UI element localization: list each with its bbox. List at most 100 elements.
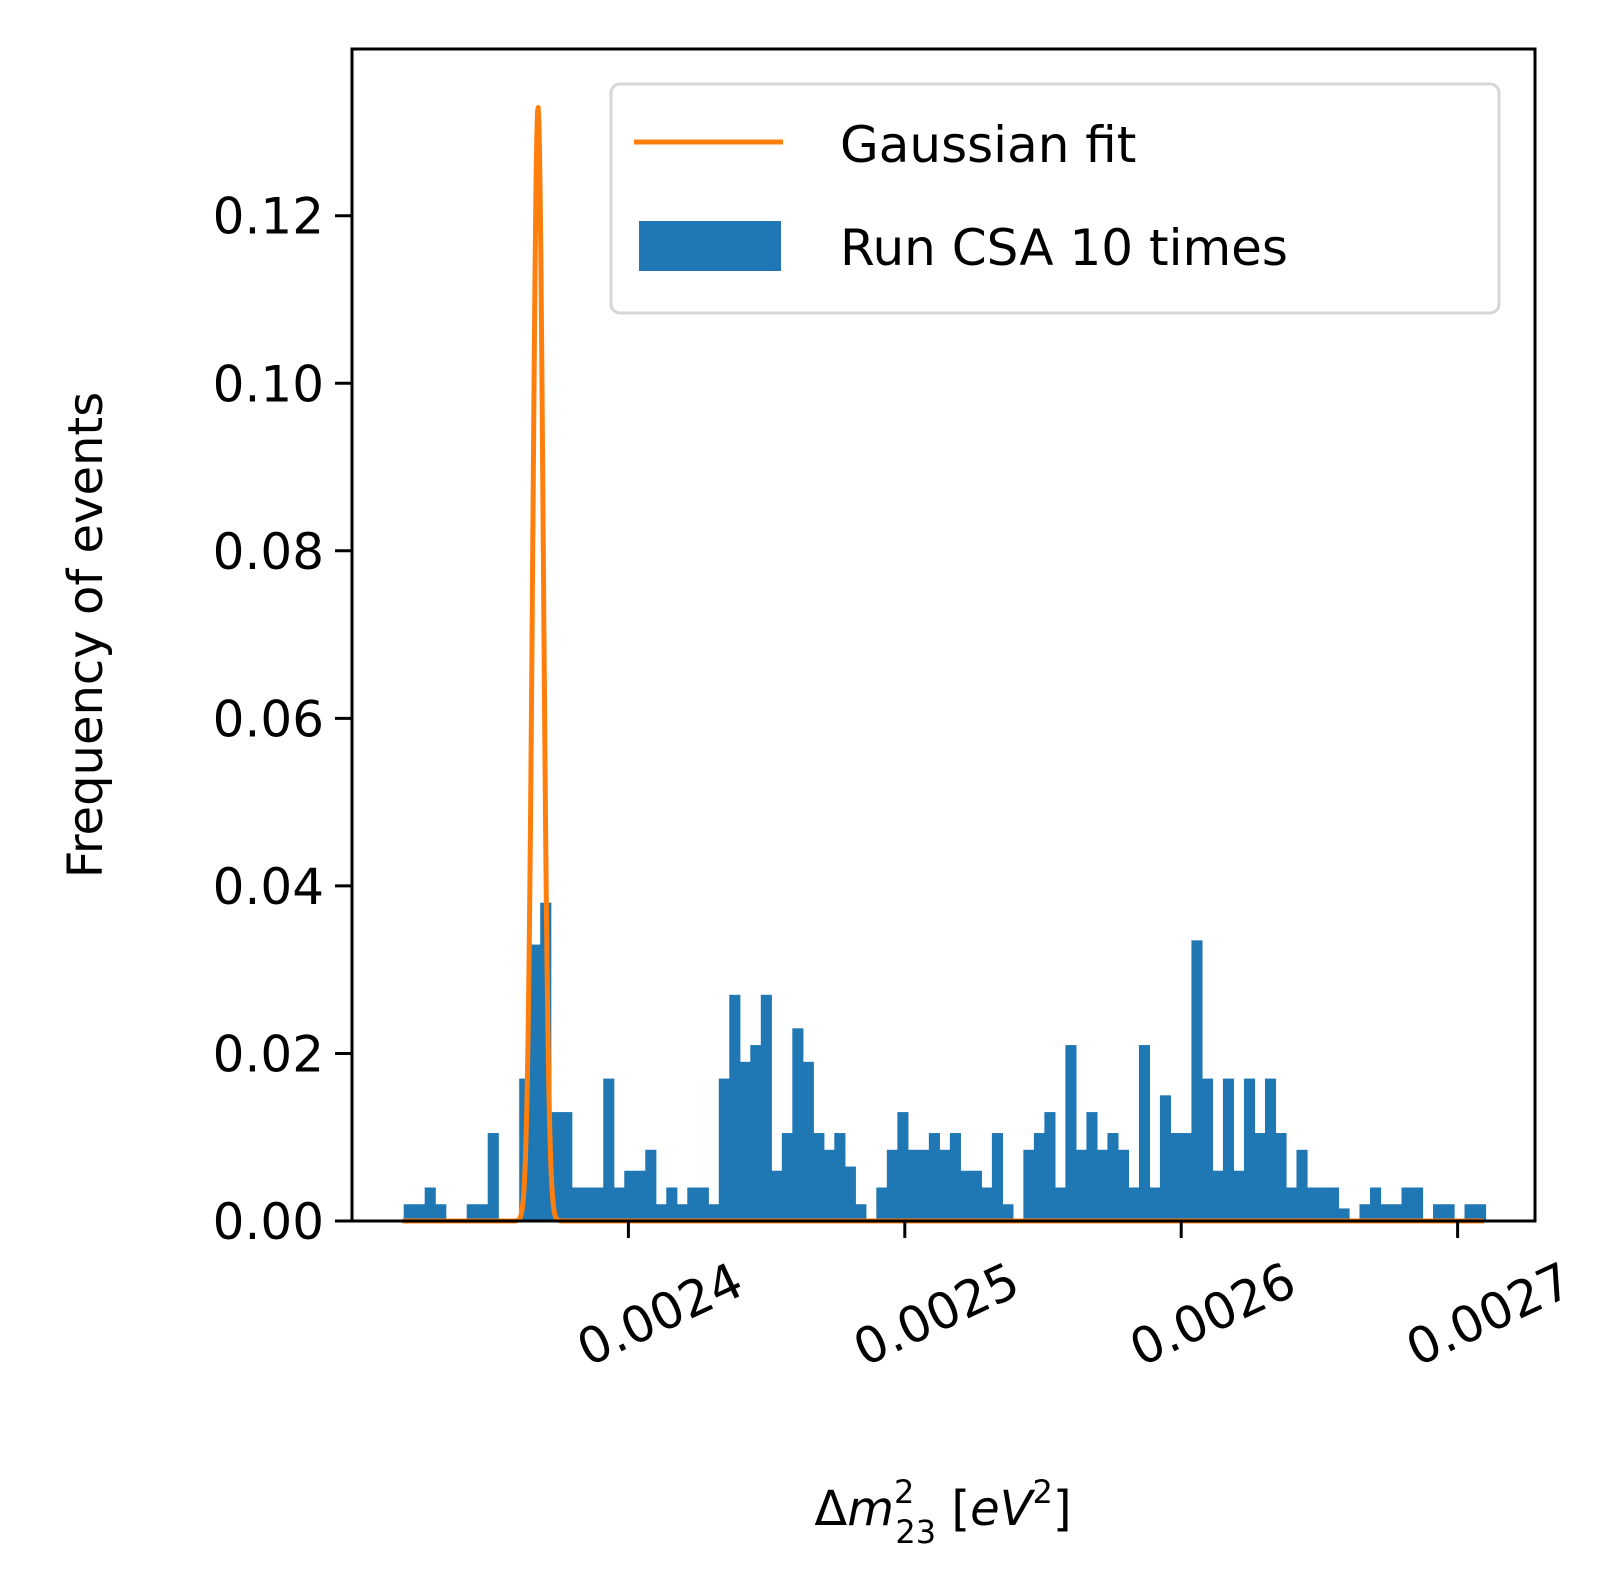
histogram-bar	[844, 1166, 856, 1221]
histogram-bar	[1306, 1187, 1319, 1221]
histogram-bar	[1170, 1133, 1182, 1221]
histogram-bar	[466, 1204, 478, 1221]
histogram-bar	[1412, 1187, 1424, 1221]
histogram-bar	[813, 1133, 825, 1221]
x-tick-label: 0.0024	[568, 1251, 751, 1378]
histogram-bar	[655, 1204, 667, 1221]
histogram-bar	[949, 1133, 961, 1221]
histogram-bar	[1401, 1187, 1413, 1221]
histogram-bar	[561, 1112, 573, 1221]
histogram-bar	[823, 1149, 835, 1221]
legend-fit-label: Gaussian fit	[840, 116, 1136, 174]
plot-frame	[350, 47, 1537, 1223]
histogram-bar	[918, 1149, 930, 1221]
x-tick-label: 0.0027	[1398, 1251, 1581, 1378]
histogram-bar	[729, 994, 741, 1221]
histogram-bar	[634, 1170, 646, 1221]
histogram-bar	[750, 1045, 762, 1221]
histogram-bar	[603, 1078, 615, 1221]
y-tick-label: 0.06	[213, 690, 324, 748]
histogram-bar	[1243, 1078, 1256, 1221]
histogram-bar	[645, 1149, 657, 1221]
histogram-bar	[1369, 1187, 1382, 1221]
histogram-bar	[666, 1187, 678, 1221]
x-axis-label: Δm2 23 [eV2]	[814, 1473, 1071, 1551]
histogram-bar	[960, 1170, 972, 1221]
histogram-bar	[592, 1187, 604, 1221]
histogram-bar	[676, 1204, 688, 1221]
histogram-bar	[697, 1187, 709, 1221]
histogram-bar	[970, 1170, 982, 1221]
y-tick-label: 0.04	[213, 858, 324, 916]
histogram-bar	[613, 1187, 625, 1221]
histogram-bar	[1002, 1204, 1014, 1221]
histogram-bar	[1443, 1204, 1455, 1221]
histogram-bar	[834, 1133, 846, 1221]
histogram-bar	[1327, 1187, 1340, 1221]
histogram-bar	[1201, 1078, 1214, 1221]
y-tick-label: 0.10	[213, 355, 324, 413]
histogram-bar	[939, 1149, 951, 1221]
legend-histogram-swatch	[639, 221, 781, 271]
histogram-bars	[403, 902, 1487, 1221]
legend-box	[609, 82, 1501, 315]
histogram-bar	[792, 1028, 804, 1221]
histogram-bar	[718, 1078, 730, 1221]
y-tick-label: 0.12	[213, 188, 324, 246]
histogram-bar	[435, 1204, 447, 1221]
histogram-bar	[760, 994, 772, 1221]
y-axis-label: Frequency of events	[58, 392, 114, 878]
legend-histogram-label: Run CSA 10 times	[840, 219, 1288, 277]
y-tick-label: 0.02	[213, 1025, 324, 1083]
histogram-bar	[1233, 1170, 1245, 1221]
histogram-bar	[739, 1061, 751, 1221]
histogram-bar	[1096, 1149, 1108, 1221]
histogram-bar	[1359, 1204, 1371, 1221]
histogram-bar	[771, 1170, 783, 1221]
histogram-bar	[1159, 1095, 1172, 1221]
histogram-bar	[1138, 1045, 1151, 1221]
histogram-bar	[1212, 1170, 1224, 1221]
histogram-bar	[886, 1149, 898, 1221]
histogram-bar	[487, 1133, 499, 1221]
histogram-bar	[1380, 1204, 1392, 1221]
x-tick-label: 0.0025	[845, 1251, 1028, 1378]
y-tick-label: 0.00	[213, 1193, 324, 1251]
histogram-bar	[708, 1204, 720, 1221]
histogram-bar	[582, 1187, 594, 1221]
histogram-bar	[1475, 1204, 1487, 1221]
histogram-bar	[540, 902, 552, 1221]
histogram-bar	[403, 1204, 415, 1221]
y-axis-ticks: 0.00 0.02 0.04 0.06 0.08 0.10 0.12	[213, 188, 352, 1251]
histogram-bar	[1191, 940, 1203, 1221]
histogram-bar	[1180, 1133, 1193, 1221]
histogram-bar	[1296, 1149, 1308, 1221]
histogram-bar	[1275, 1133, 1287, 1221]
legend: Gaussian fit Run CSA 10 times	[609, 82, 1501, 315]
histogram-bar	[624, 1170, 636, 1221]
histogram-bar	[991, 1133, 1003, 1221]
histogram-bar	[928, 1133, 940, 1221]
x-axis-ticks: 0.0024 0.0025 0.0026 0.0027	[568, 1221, 1581, 1378]
histogram-bar	[781, 1133, 793, 1221]
histogram-bar	[1285, 1187, 1298, 1221]
histogram-bar	[1254, 1133, 1266, 1221]
histogram-bar	[1065, 1045, 1077, 1221]
histogram-bar	[571, 1187, 583, 1221]
histogram-bar	[424, 1187, 436, 1221]
histogram-bar	[897, 1112, 909, 1221]
histogram-bar	[687, 1187, 699, 1221]
histogram-bar	[1086, 1112, 1098, 1221]
histogram-bar	[981, 1187, 993, 1221]
x-tick-label: 0.0026	[1121, 1251, 1304, 1378]
histogram-bar	[1054, 1187, 1066, 1221]
histogram-bar	[1128, 1187, 1140, 1221]
histogram-bar	[550, 1112, 562, 1221]
histogram-bar	[1075, 1149, 1087, 1221]
histogram-bar	[1338, 1208, 1350, 1221]
histogram-bar	[1149, 1187, 1161, 1221]
histogram-bar	[1390, 1204, 1403, 1221]
histogram-bar	[1317, 1187, 1329, 1221]
histogram-bar	[1023, 1149, 1035, 1221]
histogram-bar	[907, 1149, 919, 1221]
